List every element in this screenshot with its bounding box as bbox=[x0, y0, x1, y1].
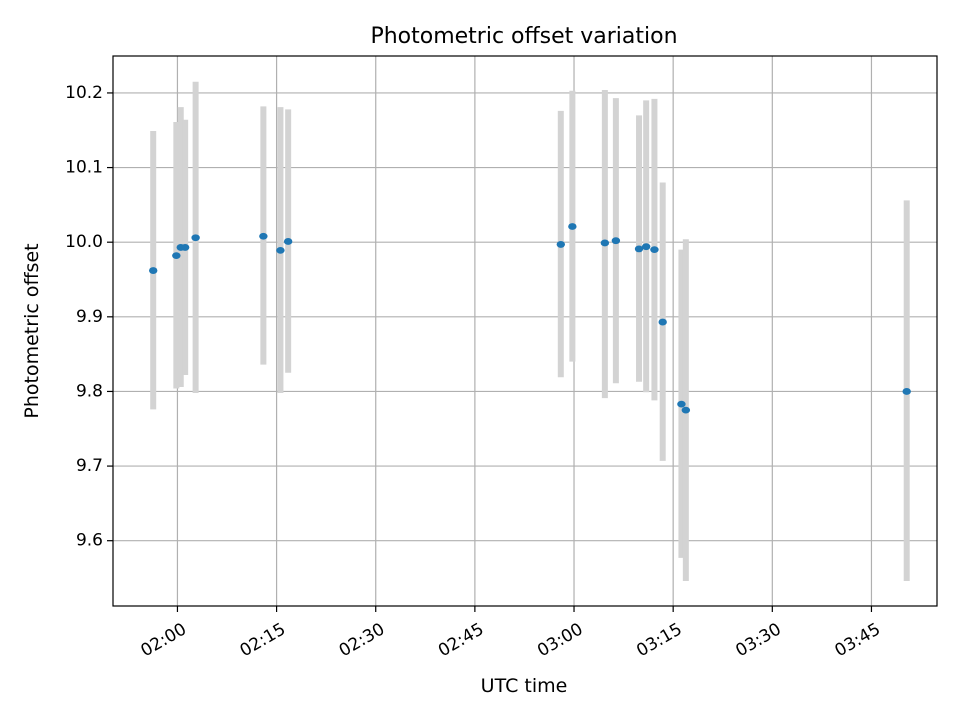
y-tick-label: 9.7 bbox=[76, 456, 103, 476]
data-point bbox=[556, 241, 566, 248]
data-point bbox=[149, 267, 158, 274]
y-tick-label: 10.1 bbox=[65, 158, 103, 178]
data-point bbox=[276, 247, 285, 254]
data-point bbox=[172, 252, 181, 260]
y-tick-label: 10.2 bbox=[65, 83, 103, 103]
data-point bbox=[681, 406, 691, 414]
y-axis-ticks: 9.6 9.7 9.8 9.9 10.0 10.1 10.2 bbox=[65, 83, 113, 551]
data-point bbox=[641, 243, 651, 251]
data-point bbox=[902, 388, 911, 395]
data-point bbox=[634, 245, 644, 253]
data-point bbox=[180, 244, 190, 251]
y-tick-label: 9.8 bbox=[76, 381, 103, 401]
y-tick-label: 9.6 bbox=[76, 531, 103, 551]
data-point bbox=[658, 318, 667, 326]
data-point bbox=[259, 232, 268, 240]
data-point bbox=[600, 239, 610, 247]
data-point bbox=[677, 400, 686, 408]
chart-title: Photometric offset variation bbox=[370, 24, 677, 49]
data-point bbox=[283, 238, 293, 245]
data-point bbox=[191, 234, 200, 242]
y-axis-label: Photometric offset bbox=[21, 243, 43, 418]
x-axis-label: UTC time bbox=[481, 675, 568, 697]
data-point bbox=[650, 246, 659, 254]
y-tick-label: 9.9 bbox=[76, 307, 103, 327]
data-points bbox=[149, 223, 911, 414]
y-tick-label: 10.0 bbox=[65, 232, 103, 252]
data-point bbox=[568, 223, 577, 230]
data-point bbox=[611, 237, 621, 245]
axes-frame bbox=[112, 55, 938, 607]
